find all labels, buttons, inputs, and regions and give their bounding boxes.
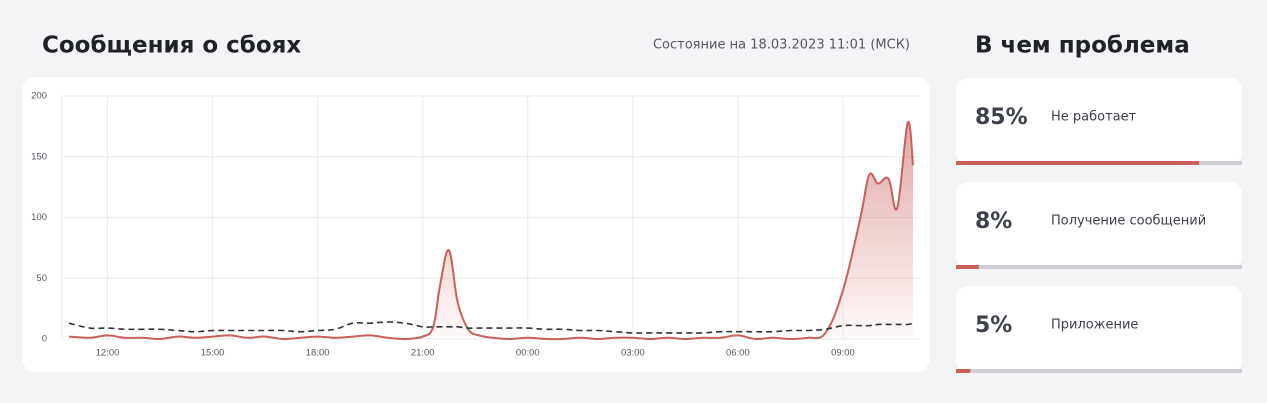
problem-card: 5% Приложение xyxy=(956,286,1242,373)
problem-share: 5% xyxy=(975,313,1012,338)
y-tick-label: 50 xyxy=(36,273,47,284)
progress-track xyxy=(956,369,1242,373)
x-tick-label: 00:00 xyxy=(516,348,540,359)
page-title: Сообщения о сбоях xyxy=(42,33,301,59)
x-tick-label: 12:00 xyxy=(96,348,120,359)
progress-track xyxy=(956,265,1242,269)
progress-fill xyxy=(956,265,979,269)
card-bg xyxy=(956,182,1242,269)
status-time: Состояние на 18.03.2023 11:01 (МСК) xyxy=(653,38,910,53)
card-bg xyxy=(956,78,1242,165)
problem-share: 8% xyxy=(975,209,1012,234)
x-tick-label: 15:00 xyxy=(201,348,225,359)
problem-label: Получение сообщений xyxy=(1051,214,1206,229)
baseline-line xyxy=(68,321,914,334)
x-tick-label: 06:00 xyxy=(726,348,750,359)
problem-share: 85% xyxy=(975,105,1028,130)
reports-line xyxy=(68,121,914,341)
progress-fill xyxy=(956,369,971,373)
y-tick-label: 200 xyxy=(31,91,47,102)
problem-label: Приложение xyxy=(1051,318,1138,333)
y-tick-label: 0 xyxy=(42,334,47,345)
chart-card xyxy=(22,77,930,372)
problem-card: 8% Получение сообщений xyxy=(956,182,1242,269)
x-tick-label: 21:00 xyxy=(411,348,435,359)
problem-label: Не работает xyxy=(1051,110,1137,125)
y-tick-label: 100 xyxy=(31,212,47,223)
x-tick-label: 09:00 xyxy=(831,348,855,359)
problem-card: 85% Не работает xyxy=(956,78,1242,165)
y-tick-label: 150 xyxy=(31,151,47,162)
chart: 0 50 100 150 200 12:00 15:00 18:00 21:00 00:00 03:… xyxy=(31,91,920,359)
problem-cards: 85% Не работает 8% Получение сообщений 5% При… xyxy=(956,78,1242,373)
card-bg xyxy=(956,286,1242,373)
progress-fill xyxy=(956,161,1200,165)
x-tick-label: 03:00 xyxy=(621,348,645,359)
x-tick-label: 18:00 xyxy=(306,348,330,359)
problems-title: В чем проблема xyxy=(975,33,1190,59)
